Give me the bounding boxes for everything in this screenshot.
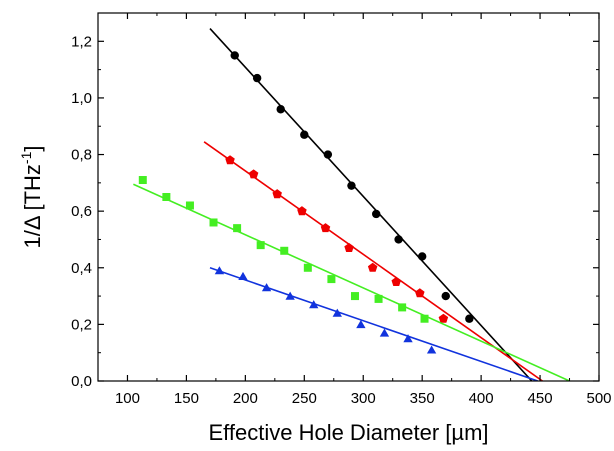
data-point	[332, 308, 342, 317]
axis-ticks: 100 150 200 250 300 350 400 450 500 0,0 0,2 0,4 0,6 0…	[71, 13, 612, 407]
data-point	[238, 271, 248, 280]
fit-line-3	[133, 183, 570, 381]
data-point	[415, 288, 425, 298]
data-point	[367, 262, 378, 272]
data-point	[256, 241, 265, 250]
y-tick-label: 0,8	[71, 147, 92, 164]
y-tick-label: 0,6	[71, 203, 92, 220]
data-point	[398, 303, 407, 312]
data-point	[261, 283, 272, 292]
x-tick-label: 150	[174, 390, 199, 407]
y-axis-title-main: 1/Δ [THz	[20, 164, 45, 248]
data-point	[394, 235, 403, 244]
data-point	[303, 263, 312, 272]
fit-line-2	[203, 141, 543, 381]
data-point	[441, 291, 450, 301]
series-3	[133, 176, 570, 381]
data-point	[233, 224, 242, 233]
data-point	[372, 209, 381, 219]
data-point	[248, 169, 259, 179]
data-point	[280, 246, 289, 255]
data-point	[185, 201, 194, 210]
data-point	[285, 291, 295, 300]
x-tick-label: 250	[292, 390, 317, 407]
x-tick-label: 300	[351, 390, 376, 407]
x-tick-label: 100	[115, 390, 140, 407]
y-axis-title-sup: -1	[18, 151, 34, 164]
plot-frame	[97, 12, 600, 382]
data-point	[225, 155, 235, 165]
data-point	[300, 130, 309, 139]
x-tick-label: 200	[233, 390, 258, 407]
data-point	[426, 345, 437, 354]
data-point	[379, 328, 390, 337]
y-tick-label: 0,4	[71, 260, 92, 277]
data-point	[297, 206, 307, 216]
y-tick-label: 1,0	[71, 90, 92, 107]
data-point	[438, 313, 449, 323]
data-point	[252, 73, 262, 83]
data-point	[230, 51, 239, 60]
data-point	[420, 314, 429, 323]
data-point	[403, 334, 413, 343]
y-tick-label: 1,2	[71, 33, 92, 50]
fit-line-4	[209, 267, 538, 381]
x-tick-label: 450	[528, 390, 553, 407]
data-point	[391, 276, 401, 286]
y-tick-label: 0,2	[71, 316, 92, 333]
data-point	[138, 176, 147, 185]
data-point	[320, 223, 331, 233]
fit-line-1	[209, 28, 533, 381]
x-tick-label: 400	[469, 390, 494, 407]
data-point	[323, 150, 333, 159]
data-point	[465, 314, 474, 323]
data-point	[417, 252, 427, 261]
data-point	[344, 242, 354, 252]
plot-marks	[133, 28, 570, 381]
data-point	[276, 105, 285, 114]
data-point	[356, 319, 366, 329]
data-point	[209, 218, 218, 227]
data-point	[347, 181, 356, 190]
x-tick-label: 350	[410, 390, 435, 407]
data-point	[309, 300, 319, 309]
series-2	[203, 141, 543, 381]
x-axis-title: Effective Hole Diameter [µm]	[208, 420, 488, 445]
data-point	[162, 193, 171, 201]
series-1	[209, 28, 533, 381]
data-point	[272, 189, 282, 199]
series-4	[209, 266, 538, 381]
x-tick-label: 500	[586, 390, 611, 407]
data-point	[214, 266, 225, 275]
data-point	[374, 294, 383, 303]
y-axis-title-end: ]	[20, 146, 45, 152]
data-point	[350, 292, 359, 301]
y-axis-title: 1/Δ [THz-1]	[18, 146, 45, 249]
data-point	[327, 275, 336, 284]
y-tick-label: 0,0	[71, 373, 92, 390]
